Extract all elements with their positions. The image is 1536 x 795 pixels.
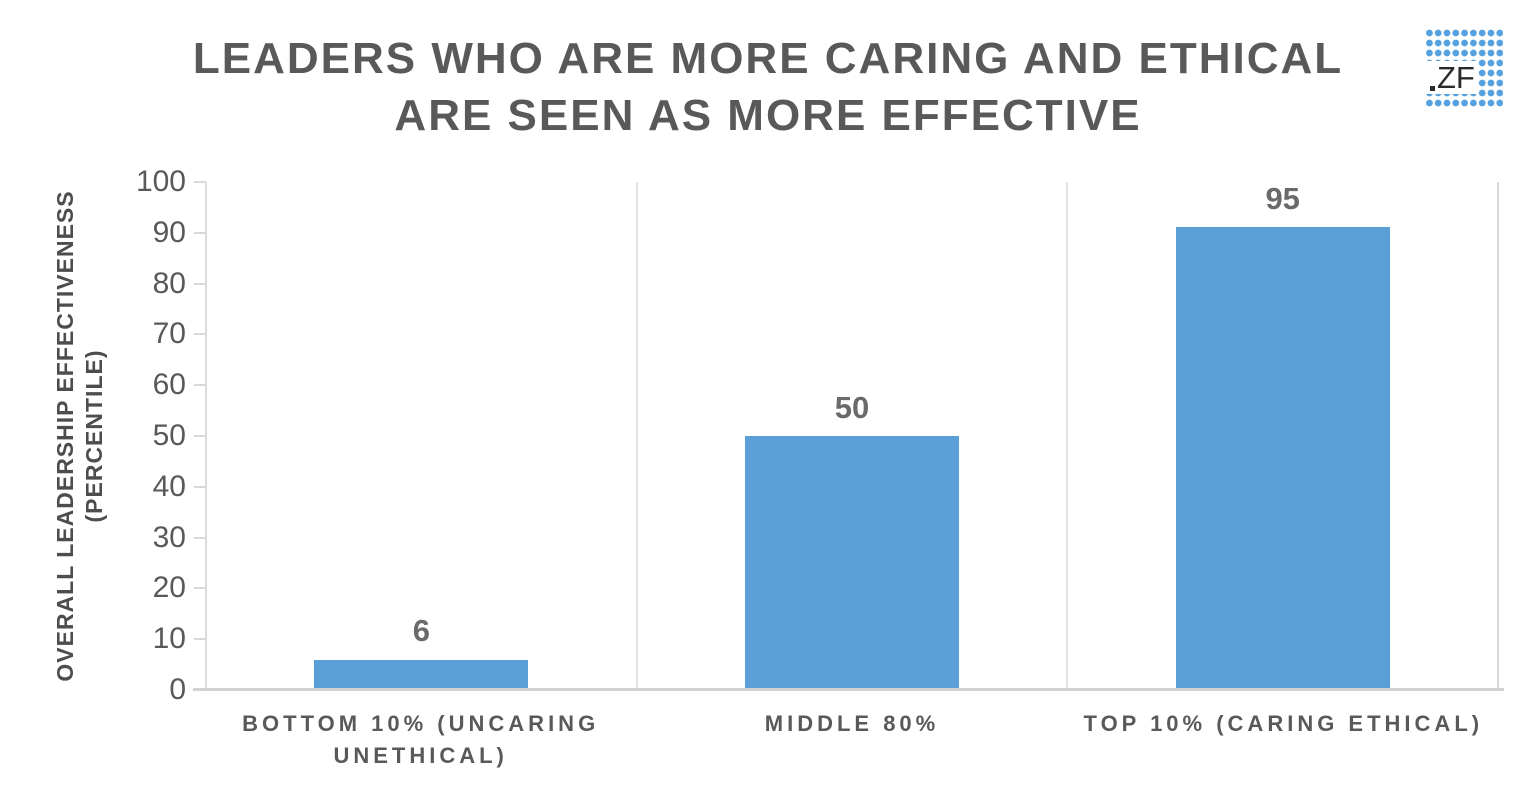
- y-tick-label: 90: [152, 215, 186, 249]
- y-tick-mark: [194, 536, 206, 539]
- chart-title-line2: ARE SEEN AS MORE EFFECTIVE: [394, 91, 1142, 140]
- zf-logo: ZF: [1424, 27, 1503, 107]
- y-tick-label: 40: [152, 469, 186, 503]
- y-tick-mark: [194, 333, 206, 336]
- y-tick-mark: [194, 384, 206, 387]
- y-tick-label: 20: [152, 571, 186, 605]
- y-tick-label: 100: [135, 165, 186, 198]
- data-label: 6: [412, 613, 430, 649]
- category-label-bottom-10: BOTTOM 10% (UNCARING UNETHICAL): [242, 711, 600, 768]
- y-tick-label: 0: [169, 673, 186, 706]
- logo-letters: ZF: [1437, 60, 1475, 95]
- logo-period-dot: [1430, 86, 1435, 91]
- bar-column-top-10: 95: [1066, 181, 1497, 690]
- y-axis-tick-labels: 100 90 80 70 60 50 40 30 20 10 0: [0, 165, 186, 706]
- x-axis-line: [193, 688, 1504, 691]
- y-tick-mark: [194, 485, 206, 488]
- y-tick-label: 30: [152, 520, 186, 554]
- y-tick-label: 70: [152, 317, 186, 351]
- bar-bottom-10: [314, 659, 529, 690]
- x-axis-category-labels: BOTTOM 10% (UNCARING UNETHICAL) MIDDLE 8…: [205, 708, 1499, 772]
- y-tick-label: 50: [152, 419, 186, 452]
- data-label: 50: [834, 389, 870, 425]
- y-tick-mark: [194, 231, 206, 234]
- data-label: 95: [1265, 181, 1300, 216]
- y-tick-mark: [194, 587, 206, 590]
- y-tick-mark: [194, 638, 206, 641]
- category-label-top-10: TOP 10% (CARING ETHICAL): [1083, 711, 1484, 736]
- y-tick-mark: [194, 282, 206, 285]
- chart-title-line1: LEADERS WHO ARE MORE CARING AND ETHICAL: [192, 34, 1344, 83]
- bar-top-10: [1175, 227, 1390, 690]
- plot-area: 6 50 95: [205, 181, 1499, 690]
- y-tick-label: 10: [152, 622, 186, 656]
- y-tick-label: 60: [152, 368, 186, 402]
- bar-column-bottom-10: 6: [207, 182, 636, 690]
- chart-title: LEADERS WHO ARE MORE CARING AND ETHICAL …: [0, 30, 1536, 144]
- y-tick-mark: [194, 181, 206, 183]
- y-tick-label: 80: [152, 266, 186, 300]
- category-label-middle-80: MIDDLE 80%: [764, 711, 940, 736]
- logo-text: ZF: [1426, 61, 1478, 94]
- y-tick-mark: [194, 435, 206, 437]
- bar-column-middle-80: 50: [635, 182, 1067, 690]
- bar-middle-80: [745, 436, 959, 690]
